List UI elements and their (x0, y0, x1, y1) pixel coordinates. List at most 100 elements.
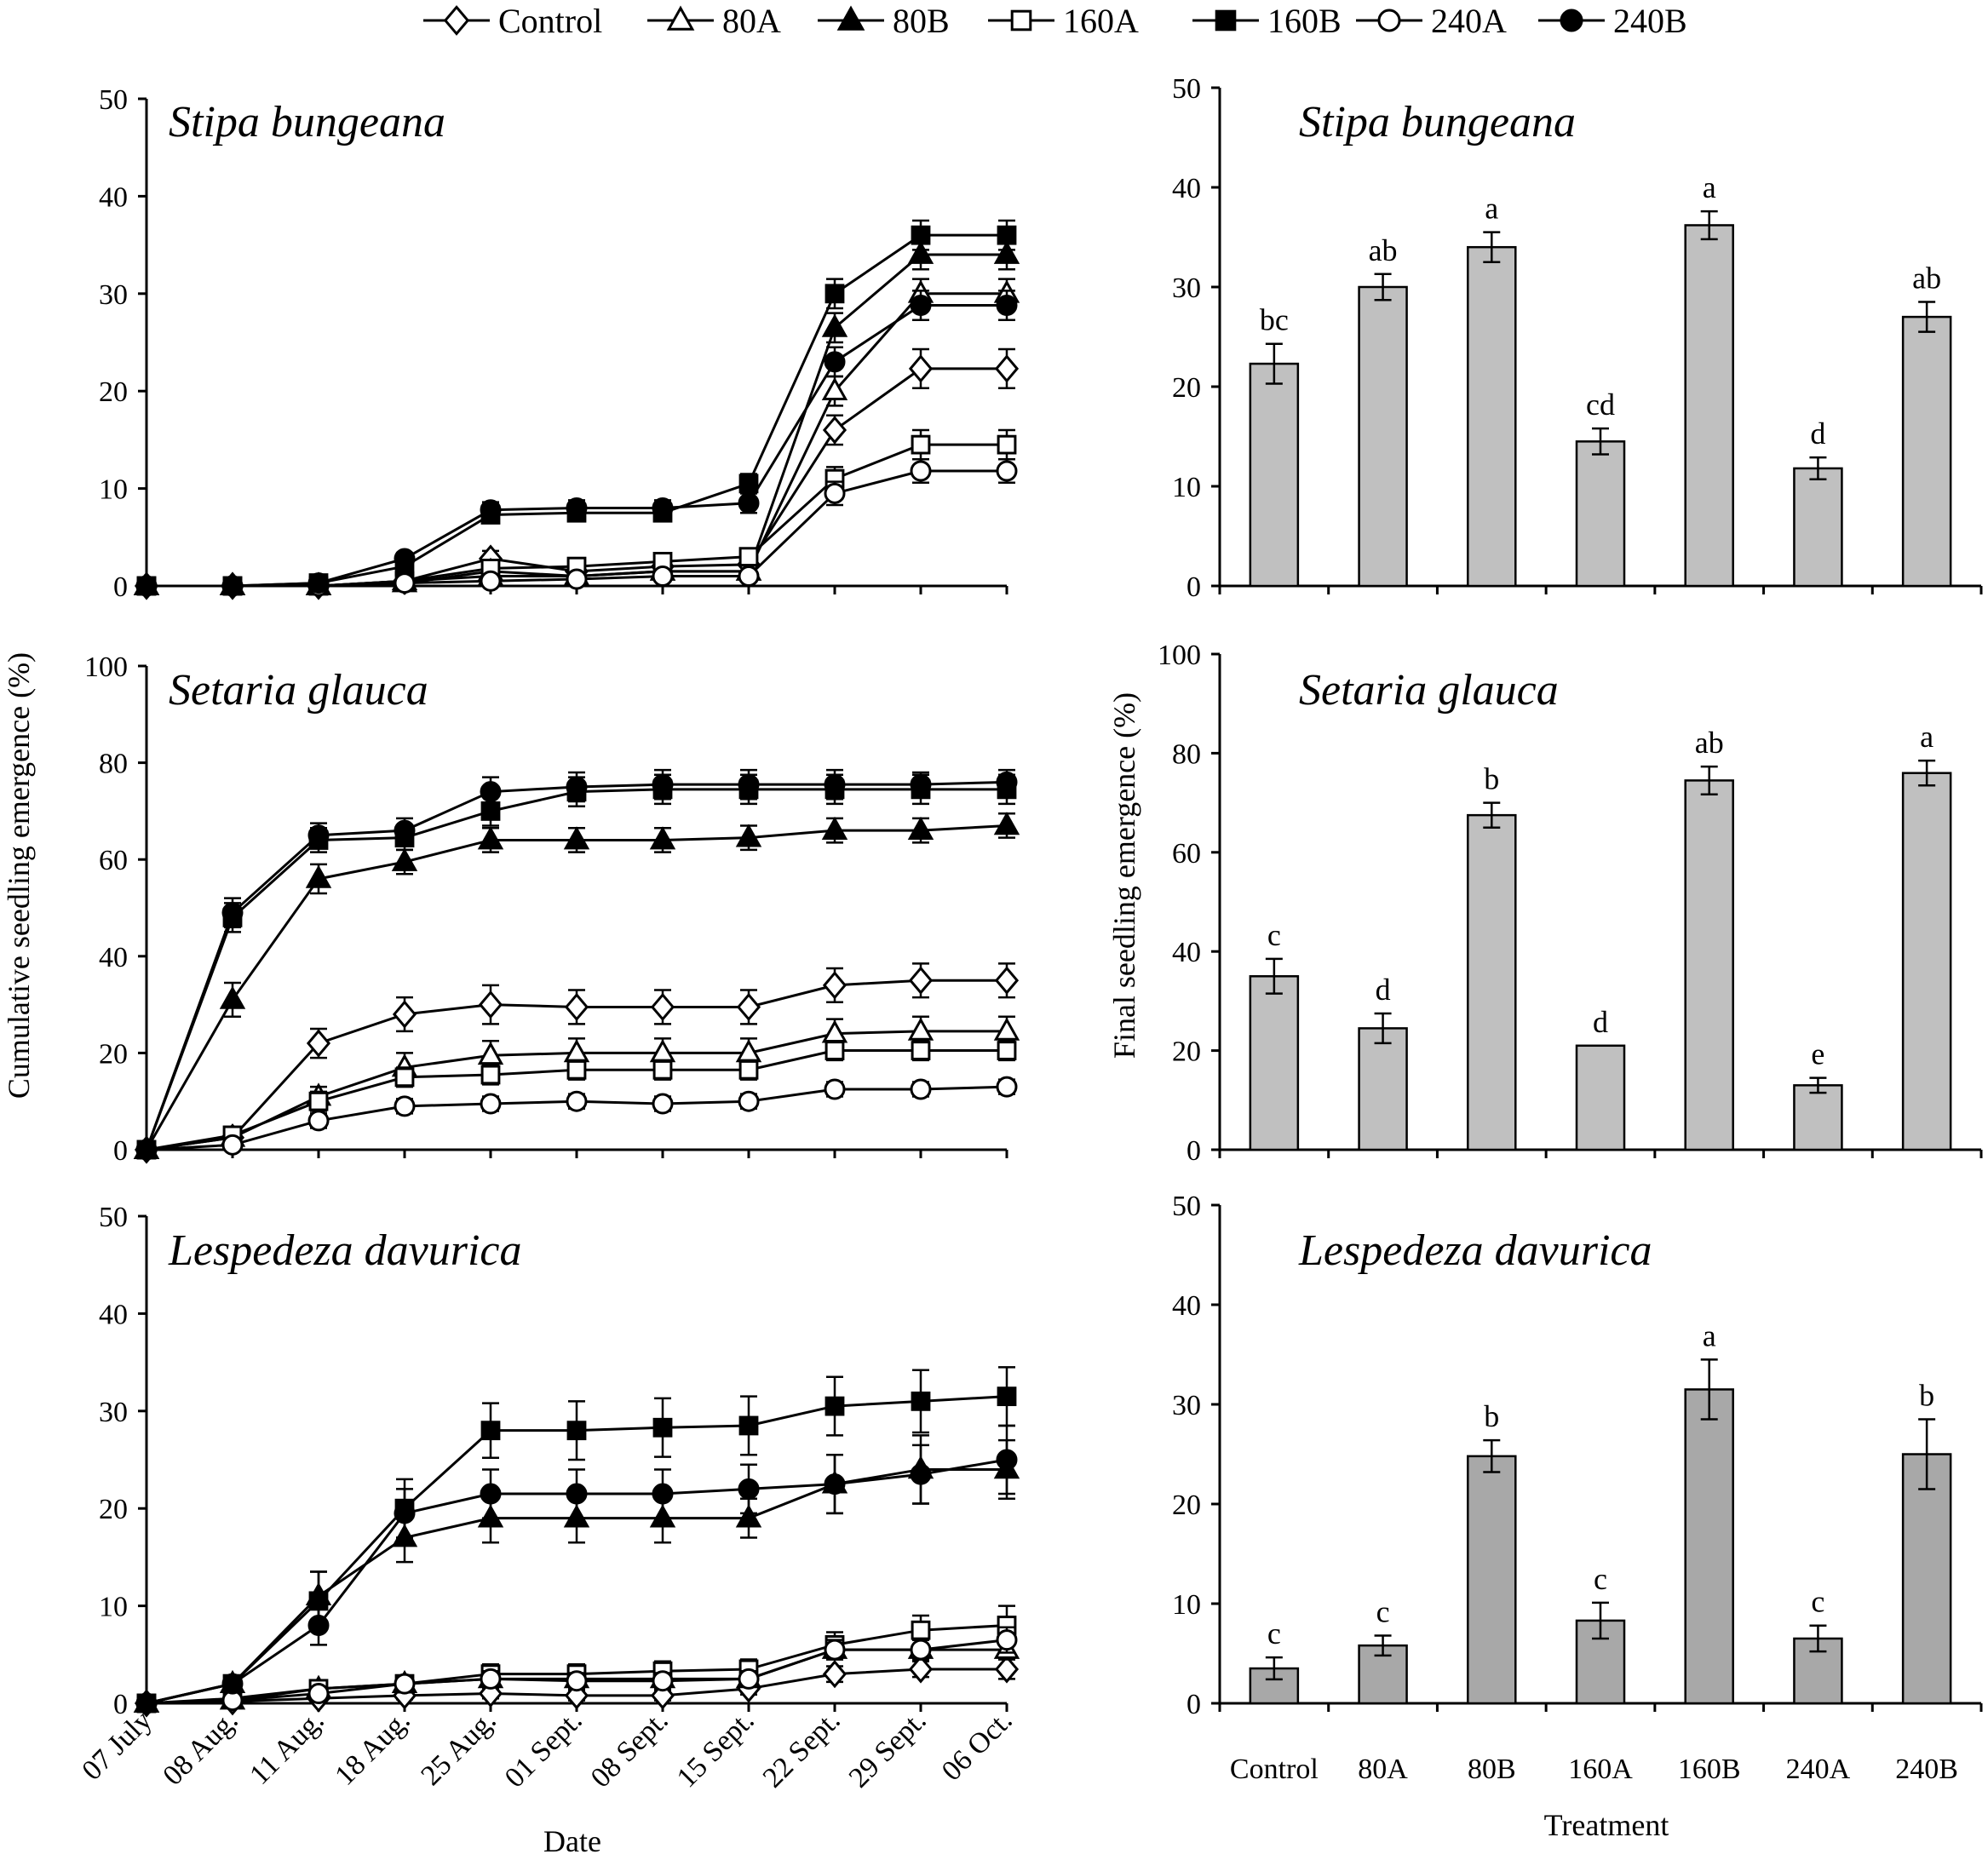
significance-letter: b (1919, 1379, 1934, 1413)
bar-80b: b (1467, 1399, 1517, 1705)
point-240a (910, 1078, 932, 1100)
bar-rect-80b (1467, 813, 1517, 1151)
series-160b (136, 219, 1017, 596)
left-y-axis-label: Cumulative seedling emergence (%) (2, 652, 36, 1099)
y-tick-label: 0 (113, 1135, 128, 1167)
bar-80a: c (1358, 1594, 1408, 1705)
point-control (564, 992, 589, 1022)
significance-letter: a (1703, 170, 1716, 204)
significance-letter: c (1811, 1585, 1824, 1619)
significance-letter: c (1267, 918, 1281, 952)
bar-80b: a (1467, 192, 1517, 588)
series-80b (133, 812, 1020, 1159)
point-80a (821, 376, 848, 401)
y-tick-label: 10 (99, 1592, 128, 1623)
series-160a (136, 1039, 1017, 1160)
point-240b (652, 1483, 674, 1505)
y-tick-label: 80 (1172, 738, 1201, 770)
point-240b (480, 499, 502, 521)
y-tick-label: 40 (99, 181, 128, 213)
bar-rect-240b (1901, 772, 1952, 1151)
point-240b (738, 773, 760, 795)
point-80b (563, 826, 590, 850)
series-80a (133, 1015, 1020, 1159)
point-control (994, 354, 1020, 383)
legend-marker-240b (1560, 9, 1583, 32)
point-240b (566, 1483, 588, 1505)
y-tick-label: 0 (1186, 1689, 1201, 1720)
point-240a (652, 1093, 674, 1115)
point-80b (907, 816, 934, 840)
point-240a (652, 565, 674, 588)
bar-160b: ab (1684, 726, 1734, 1151)
bar-panel-title: Lespedeza davurica (1298, 1226, 1652, 1275)
point-80b (821, 313, 848, 337)
point-160b (997, 1386, 1017, 1407)
point-80b (735, 1504, 762, 1528)
line-panel-setaria-glauca: Setaria glauca 0 20 40 60 80 100 (84, 652, 1020, 1167)
bar-240b: b (1901, 1379, 1952, 1705)
bar-rect-160a (1575, 1044, 1626, 1151)
point-240a (480, 570, 502, 592)
series-240a (135, 458, 1018, 597)
point-240b (307, 572, 330, 594)
point-240b (996, 295, 1018, 317)
y-tick-label: 40 (99, 1299, 128, 1330)
bar-panel-lespedeza-davurica: Lespedeza davurica 0 10 20 30 40 50 c c b c a c b (1172, 1191, 1983, 1720)
point-240b (824, 1473, 846, 1495)
series-80a (133, 278, 1020, 595)
bar-160a: d (1575, 1005, 1626, 1151)
bar-rect-control (1249, 975, 1300, 1151)
y-tick-label: 30 (99, 1397, 128, 1428)
point-160b (652, 1417, 673, 1438)
y-tick-label: 50 (1172, 1191, 1201, 1222)
point-240b (910, 1463, 932, 1485)
bar-rect-240b (1901, 1453, 1952, 1705)
point-control (908, 1655, 934, 1684)
point-control (822, 416, 847, 445)
bar-rect-160b (1684, 224, 1734, 588)
y-tick-label: 30 (1172, 273, 1201, 304)
treatment-tick-label: 240B (1895, 1754, 1958, 1785)
date-tick-label: 08 Sept. (585, 1704, 675, 1794)
legend-label: 80A (722, 2, 781, 40)
point-80b (391, 847, 418, 871)
point-160a (652, 1059, 673, 1080)
point-240a (480, 1093, 502, 1115)
treatment-tick-label: Control (1230, 1754, 1319, 1785)
y-tick-label: 20 (1172, 1036, 1201, 1068)
series-240b (135, 1424, 1018, 1714)
point-160b (738, 1415, 759, 1436)
point-240b (480, 1483, 502, 1505)
significance-letter: d (1593, 1005, 1608, 1039)
point-80a (649, 1039, 676, 1063)
legend-marker-160a (1010, 9, 1032, 32)
point-240a (394, 1673, 416, 1695)
point-160a (997, 1041, 1017, 1060)
point-240b (394, 1502, 416, 1524)
date-tick-label: 25 Aug. (415, 1704, 502, 1791)
treatment-tick-label: 160B (1678, 1754, 1741, 1785)
y-tick-label: 50 (99, 84, 128, 116)
bar-rect-80a (1358, 285, 1408, 588)
y-tick-label: 50 (99, 1202, 128, 1233)
point-240b (910, 773, 932, 795)
right-x-axis-label: Treatment (1544, 1808, 1669, 1842)
bar-160b: a (1684, 170, 1734, 588)
significance-letter: ab (1369, 233, 1398, 267)
series-line-240b (147, 304, 1007, 588)
point-240b (738, 492, 760, 514)
point-240a (996, 1076, 1018, 1098)
point-160a (394, 1067, 415, 1088)
significance-letter: b (1484, 762, 1499, 796)
y-tick-label: 50 (1172, 73, 1201, 105)
legend-item-160a: 160A (988, 2, 1139, 40)
point-control (994, 966, 1020, 995)
y-tick-label: 20 (99, 376, 128, 408)
y-tick-label: 40 (1172, 1290, 1201, 1322)
point-160a (738, 1059, 759, 1080)
legend-item-160b: 160B (1192, 2, 1342, 40)
bar-rect-160b (1684, 779, 1734, 1151)
y-tick-label: 10 (1172, 1589, 1201, 1621)
